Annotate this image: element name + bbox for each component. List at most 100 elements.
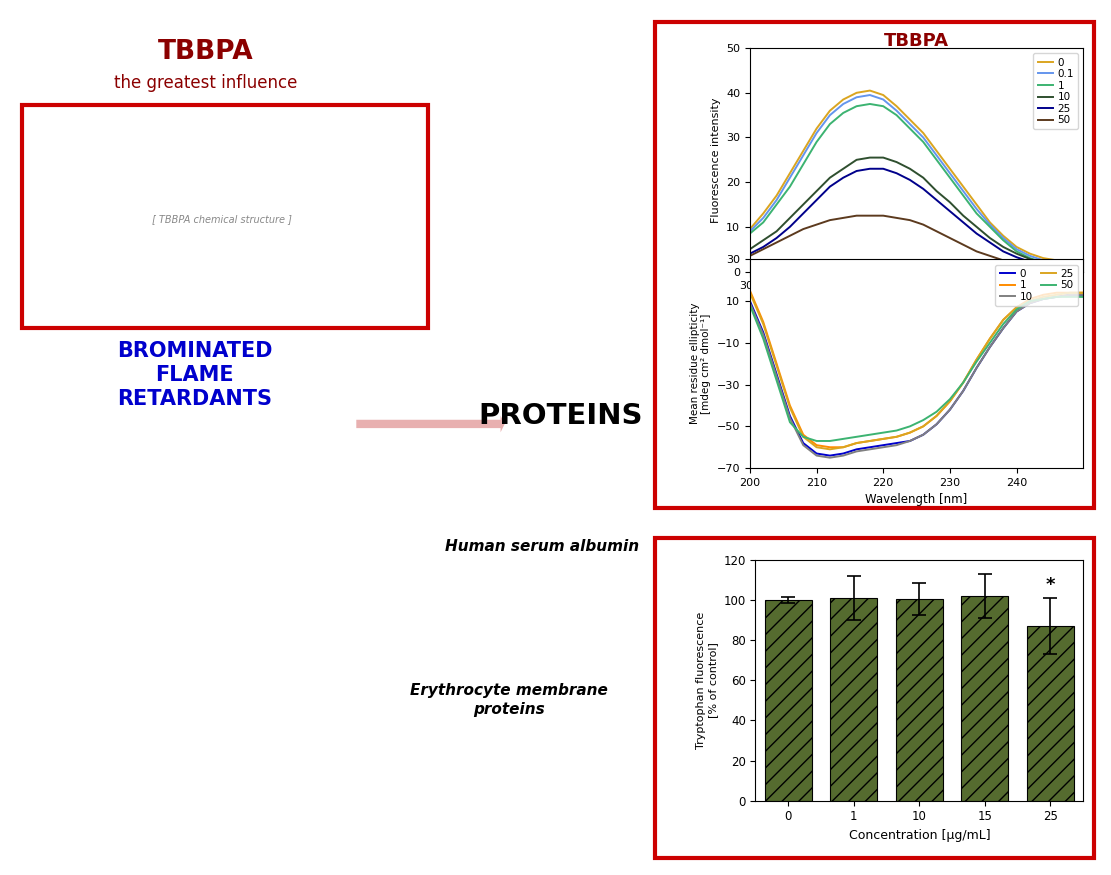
25 bbox=[983, 333, 997, 344]
25 bbox=[877, 434, 890, 444]
10 bbox=[917, 430, 930, 440]
0 bbox=[1050, 255, 1063, 266]
10 bbox=[930, 186, 943, 196]
0 bbox=[1023, 248, 1037, 259]
0 bbox=[757, 208, 770, 219]
10 bbox=[903, 164, 917, 174]
Text: [ TBBPA chemical structure ]: [ TBBPA chemical structure ] bbox=[152, 214, 292, 224]
25 bbox=[1023, 296, 1037, 306]
50 bbox=[957, 377, 970, 388]
50 bbox=[957, 240, 970, 250]
0.1 bbox=[823, 110, 837, 121]
1 bbox=[1077, 262, 1090, 273]
1 bbox=[877, 434, 890, 444]
Text: BROMINATED
FLAME
RETARDANTS: BROMINATED FLAME RETARDANTS bbox=[117, 341, 272, 410]
25 bbox=[903, 175, 917, 186]
Line: 0: 0 bbox=[750, 91, 1083, 265]
0 bbox=[970, 362, 983, 373]
Text: *: * bbox=[1045, 576, 1055, 594]
50 bbox=[810, 220, 823, 230]
50 bbox=[783, 416, 797, 427]
0 bbox=[863, 86, 877, 96]
0.1 bbox=[863, 90, 877, 101]
Line: 25: 25 bbox=[750, 293, 1083, 450]
1 bbox=[837, 108, 850, 118]
10 bbox=[743, 244, 757, 255]
0 bbox=[837, 94, 850, 105]
0 bbox=[797, 145, 810, 156]
25 bbox=[770, 233, 783, 243]
50 bbox=[1077, 265, 1090, 276]
1 bbox=[863, 99, 877, 109]
50 bbox=[997, 255, 1010, 266]
50 bbox=[850, 210, 863, 220]
50 bbox=[770, 237, 783, 248]
0.1 bbox=[743, 226, 757, 236]
25 bbox=[757, 318, 770, 329]
25 bbox=[1050, 261, 1063, 271]
25 bbox=[1077, 288, 1090, 298]
50 bbox=[850, 431, 863, 442]
0 bbox=[783, 168, 797, 178]
25 bbox=[943, 206, 957, 216]
50 bbox=[903, 215, 917, 226]
1 bbox=[783, 400, 797, 410]
50 bbox=[1077, 291, 1090, 302]
10 bbox=[1077, 290, 1090, 300]
50 bbox=[743, 300, 757, 311]
50 bbox=[863, 430, 877, 440]
50 bbox=[890, 425, 903, 436]
50 bbox=[943, 394, 957, 404]
0 bbox=[877, 90, 890, 101]
50 bbox=[1010, 258, 1023, 269]
50 bbox=[943, 233, 957, 243]
25 bbox=[1050, 290, 1063, 300]
0 bbox=[743, 224, 757, 234]
10 bbox=[1063, 262, 1077, 272]
50 bbox=[917, 220, 930, 230]
1 bbox=[1010, 246, 1023, 256]
1 bbox=[890, 110, 903, 121]
0 bbox=[837, 448, 850, 458]
0 bbox=[810, 123, 823, 134]
10 bbox=[810, 451, 823, 461]
25 bbox=[850, 438, 863, 448]
Line: 25: 25 bbox=[750, 169, 1083, 270]
10 bbox=[877, 152, 890, 163]
10 bbox=[797, 440, 810, 451]
0.1 bbox=[797, 150, 810, 161]
0.1 bbox=[970, 204, 983, 214]
0 bbox=[943, 404, 957, 415]
0.1 bbox=[1037, 255, 1050, 266]
10 bbox=[877, 442, 890, 452]
0.1 bbox=[770, 195, 783, 206]
10 bbox=[1037, 294, 1050, 304]
1 bbox=[917, 421, 930, 431]
25 bbox=[970, 228, 983, 239]
Y-axis label: Mean residue ellipticity
[mdeg cm² dmol⁻¹]: Mean residue ellipticity [mdeg cm² dmol⁻… bbox=[690, 303, 711, 424]
0 bbox=[917, 128, 930, 138]
50 bbox=[1037, 294, 1050, 304]
0.1 bbox=[983, 220, 997, 230]
1 bbox=[970, 208, 983, 219]
25 bbox=[743, 248, 757, 259]
Text: TBBPA: TBBPA bbox=[884, 32, 949, 51]
1 bbox=[810, 136, 823, 147]
25 bbox=[757, 242, 770, 252]
50 bbox=[1023, 296, 1037, 306]
1 bbox=[743, 285, 757, 296]
10 bbox=[1050, 291, 1063, 302]
10 bbox=[1023, 298, 1037, 308]
25 bbox=[1010, 252, 1023, 262]
25 bbox=[930, 195, 943, 206]
10 bbox=[890, 157, 903, 167]
Y-axis label: Fluorescence intensity: Fluorescence intensity bbox=[711, 97, 721, 222]
25 bbox=[783, 221, 797, 232]
Line: 10: 10 bbox=[750, 158, 1083, 269]
25 bbox=[863, 164, 877, 174]
25 bbox=[957, 377, 970, 388]
Line: 0.1: 0.1 bbox=[750, 95, 1083, 267]
0 bbox=[1037, 294, 1050, 304]
1 bbox=[970, 354, 983, 365]
50 bbox=[757, 244, 770, 255]
